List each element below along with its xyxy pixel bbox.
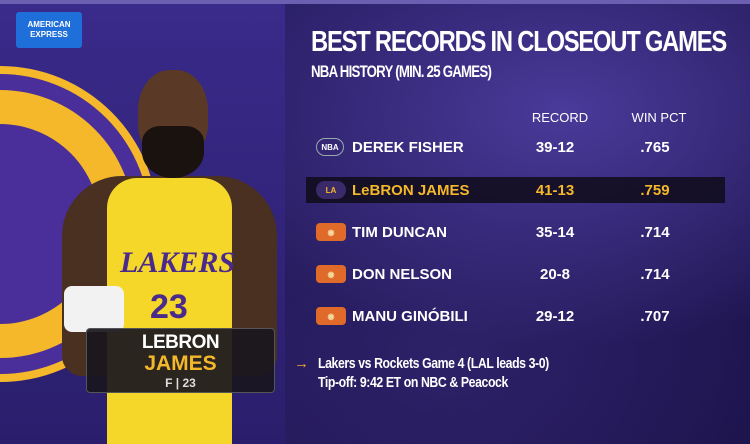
column-header-record: RECORD: [531, 110, 589, 125]
tipoff-text: Tip-off: 9:42 ET on NBC & Peacock: [318, 374, 508, 391]
player-last-name: JAMES: [144, 352, 217, 375]
record: 41-13: [535, 181, 575, 199]
win-pct: .714: [640, 223, 670, 241]
record: 35-14: [535, 223, 575, 241]
graphic-subtitle: NBA HISTORY (MIN. 25 GAMES): [311, 62, 492, 81]
record: 39-12: [535, 138, 575, 156]
player-jersey: [107, 178, 232, 444]
record: 20-8: [539, 265, 571, 283]
player-name-card: LEBRON JAMES F | 23: [86, 328, 275, 393]
player-name: DON NELSON: [352, 265, 453, 283]
win-pct: .765: [640, 138, 670, 156]
jersey-text: LAKERS: [120, 246, 236, 279]
player-beard: [142, 126, 204, 178]
table-row-highlighted: LA LeBRON JAMES 41-13 .759: [306, 177, 725, 203]
matchup-text: Lakers vs Rockets Game 4 (LAL leads 3-0): [318, 355, 549, 372]
wristband: [64, 286, 124, 332]
player-position-number: F | 23: [165, 376, 196, 390]
column-header-win-pct: WIN PCT: [631, 110, 687, 125]
table-row: NBA DEREK FISHER 39-12 .765: [306, 134, 725, 160]
graphic-title: BEST RECORDS IN CLOSEOUT GAMES: [311, 26, 727, 58]
trophy-icon: ◉: [316, 265, 346, 283]
arrow-right-icon: →: [294, 355, 309, 372]
trophy-icon: ◉: [316, 223, 346, 241]
player-name: LeBRON JAMES: [352, 181, 470, 199]
nba-logo-icon: NBA: [316, 138, 344, 156]
win-pct: .759: [640, 181, 670, 199]
table-row: ◉ TIM DUNCAN 35-14 .714: [306, 219, 725, 245]
jersey-number: 23: [150, 288, 188, 326]
player-name: DEREK FISHER: [352, 138, 464, 156]
player-name: TIM DUNCAN: [352, 223, 447, 241]
win-pct: .714: [640, 265, 670, 283]
player-first-name: LEBRON: [141, 332, 220, 353]
record: 29-12: [535, 307, 575, 325]
win-pct: .707: [640, 307, 670, 325]
top-border: [0, 0, 750, 4]
lakers-logo-icon: LA: [316, 181, 346, 199]
player-name: MANU GINÓBILI: [352, 307, 468, 325]
table-row: ◉ MANU GINÓBILI 29-12 .707: [306, 303, 725, 329]
trophy-icon: ◉: [316, 307, 346, 325]
american-express-logo: AMERICAN EXPRESS: [16, 12, 82, 48]
table-row: ◉ DON NELSON 20-8 .714: [306, 261, 725, 287]
